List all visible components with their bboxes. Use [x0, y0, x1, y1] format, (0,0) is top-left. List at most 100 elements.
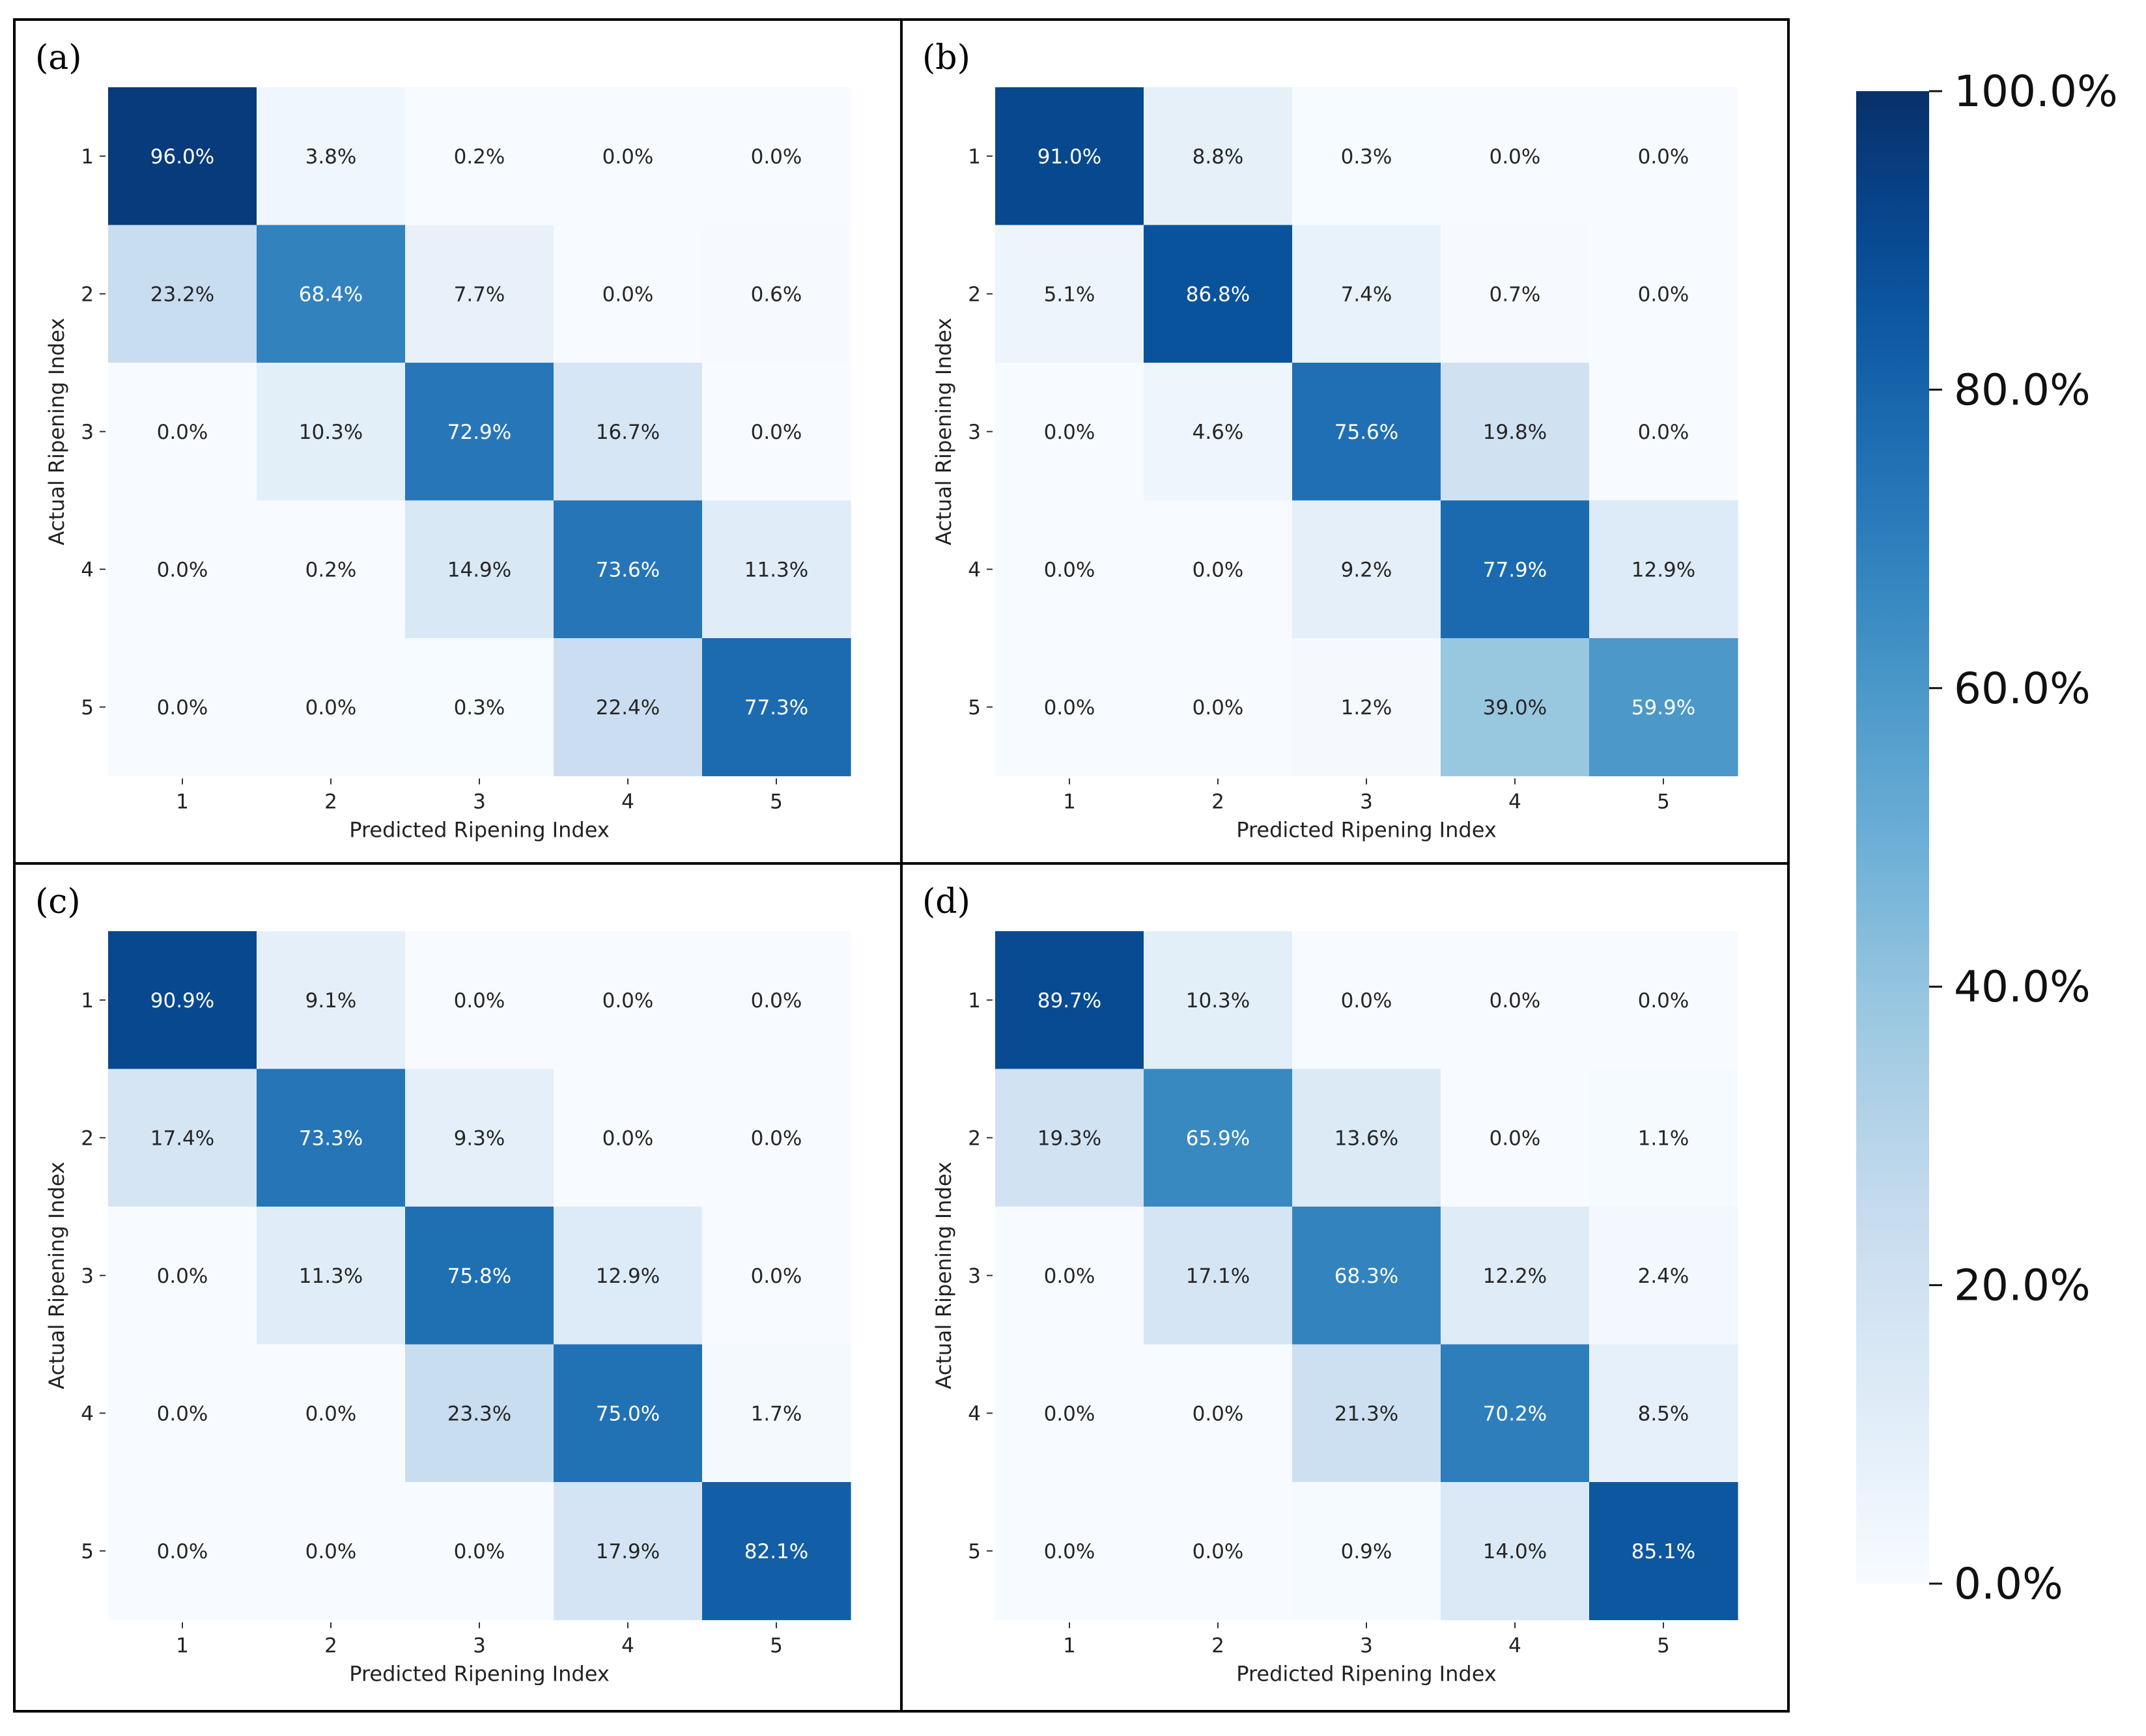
- cell-value-label: 23.2%: [150, 283, 214, 306]
- heatmap-cell: [1589, 1482, 1738, 1621]
- cell-value-label: 0.2%: [454, 145, 505, 169]
- x-axis-title: Predicted Ripening Index: [1236, 1662, 1497, 1687]
- heatmap-cell: [1441, 1482, 1590, 1621]
- heatmap-cell: [554, 1207, 703, 1345]
- heatmap-cell: [1292, 363, 1441, 501]
- cell-value-label: 19.3%: [1038, 1127, 1101, 1150]
- cell-value-label: 0.0%: [1638, 283, 1689, 306]
- y-tick-label: 2: [968, 1127, 981, 1150]
- panel-label: (a): [35, 38, 82, 77]
- cell-value-label: 0.9%: [1341, 1540, 1392, 1563]
- heatmap-cell: [554, 638, 703, 777]
- heatmap-cell: [1589, 500, 1738, 639]
- cell-value-label: 1.2%: [1341, 696, 1392, 720]
- x-tick-label: 5: [1657, 1634, 1670, 1658]
- heatmap-cell: [995, 1207, 1144, 1345]
- heatmap-cell: [702, 1482, 851, 1621]
- heatmap-cell: [257, 1344, 406, 1483]
- heatmap-cell: [1441, 638, 1590, 777]
- heatmap-cell: [702, 931, 851, 1070]
- cell-value-label: 1.1%: [1638, 1127, 1689, 1150]
- x-tick-label: 5: [770, 791, 783, 814]
- cell-value-label: 17.4%: [150, 1127, 214, 1150]
- heatmap-cell: [405, 638, 554, 777]
- panel-label: (c): [35, 882, 81, 921]
- x-tick-label: 4: [1508, 791, 1521, 814]
- y-tick-label: 2: [81, 1127, 94, 1150]
- cell-value-label: 85.1%: [1631, 1540, 1695, 1563]
- cell-value-label: 9.1%: [305, 989, 357, 1013]
- cell-value-label: 89.7%: [1038, 989, 1101, 1013]
- y-tick-label: 1: [968, 989, 981, 1013]
- heatmap-cell: [995, 225, 1144, 363]
- cell-value-label: 9.3%: [454, 1127, 505, 1150]
- cell-value-label: 0.0%: [751, 989, 802, 1013]
- heatmap-cell: [405, 1207, 554, 1345]
- panel-d: (d) 89.7% 10.3% 0.0% 0.0% 0.0% 19.3% 65.9% 13.6%…: [900, 862, 1790, 1713]
- heatmap-cell: [405, 1069, 554, 1207]
- heatmap-cell: [1144, 931, 1293, 1070]
- cell-value-label: 10.3%: [1186, 989, 1250, 1013]
- cell-value-label: 0.0%: [602, 145, 654, 169]
- heatmap-cell: [257, 500, 406, 639]
- cell-value-label: 0.0%: [1638, 145, 1689, 169]
- x-tick-label: 1: [176, 1634, 189, 1658]
- heatmap-cell: [405, 1482, 554, 1621]
- heatmap-cells: 90.9% 9.1% 0.0% 0.0% 0.0% 17.4% 73.3% 9.3% 0.0% 0…: [108, 931, 851, 1621]
- y-axis-title: Actual Ripening Index: [931, 1162, 956, 1390]
- heatmap-cell: [702, 363, 851, 501]
- heatmap-cell: [554, 87, 703, 226]
- cell-value-label: 0.0%: [157, 421, 208, 444]
- cell-value-label: 11.3%: [744, 558, 808, 581]
- x-axis-title: Predicted Ripening Index: [1236, 818, 1497, 843]
- heatmap-cell: [257, 931, 406, 1070]
- cell-value-label: 0.0%: [1193, 558, 1244, 581]
- cell-value-label: 82.1%: [744, 1540, 808, 1563]
- cell-value-label: 9.2%: [1341, 558, 1392, 581]
- heatmap-cell: [405, 931, 554, 1070]
- heatmap-cell: [1441, 225, 1590, 363]
- colorbar-tick-label: 40.0%: [1954, 962, 2091, 1012]
- cell-value-label: 91.0%: [1038, 145, 1101, 169]
- heatmap-cell: [108, 87, 257, 226]
- cell-value-label: 0.0%: [1044, 421, 1095, 444]
- heatmap-cell: [995, 638, 1144, 777]
- cell-value-label: 7.7%: [454, 283, 505, 306]
- heatmap-cell: [1144, 1069, 1293, 1207]
- cell-value-label: 0.0%: [1044, 1402, 1095, 1425]
- x-tick-label: 4: [621, 1634, 634, 1658]
- cell-value-label: 0.3%: [1341, 145, 1392, 169]
- cell-value-label: 0.0%: [1044, 1265, 1095, 1288]
- heatmap-cell: [257, 1207, 406, 1345]
- heatmap-cell: [1144, 225, 1293, 363]
- x-tick-label: 5: [1657, 791, 1670, 814]
- cell-value-label: 12.2%: [1483, 1265, 1547, 1288]
- colorbar-gradient: [1856, 91, 1929, 1584]
- heatmap-cell: [554, 363, 703, 501]
- heatmap-cell: [108, 1482, 257, 1621]
- cell-value-label: 65.9%: [1186, 1127, 1250, 1150]
- x-tick-label: 3: [1360, 791, 1373, 814]
- cell-value-label: 14.9%: [447, 558, 511, 581]
- cell-value-label: 68.3%: [1334, 1265, 1398, 1288]
- cell-value-label: 0.0%: [1044, 558, 1095, 581]
- cell-value-label: 0.0%: [1489, 1127, 1541, 1150]
- cell-value-label: 90.9%: [150, 989, 214, 1013]
- cell-value-label: 0.0%: [1044, 1540, 1095, 1563]
- cell-value-label: 7.4%: [1341, 283, 1392, 306]
- heatmap-cell: [1589, 1344, 1738, 1483]
- cell-value-label: 13.6%: [1334, 1127, 1398, 1150]
- cell-value-label: 0.0%: [454, 1540, 505, 1563]
- y-axis-title: Actual Ripening Index: [931, 318, 956, 546]
- heatmap-cell: [554, 225, 703, 363]
- cell-value-label: 14.0%: [1483, 1540, 1547, 1563]
- heatmap-cell: [257, 1482, 406, 1621]
- heatmap-cells: 91.0% 8.8% 0.3% 0.0% 0.0% 5.1% 86.8% 7.4% 0.7% 0.…: [995, 87, 1738, 777]
- heatmap-cell: [554, 1482, 703, 1621]
- cell-value-label: 77.3%: [744, 696, 808, 720]
- heatmap-cell: [257, 225, 406, 363]
- colorbar-tick-label: 20.0%: [1954, 1261, 2091, 1311]
- cell-value-label: 4.6%: [1193, 421, 1244, 444]
- cell-value-label: 8.5%: [1638, 1402, 1689, 1425]
